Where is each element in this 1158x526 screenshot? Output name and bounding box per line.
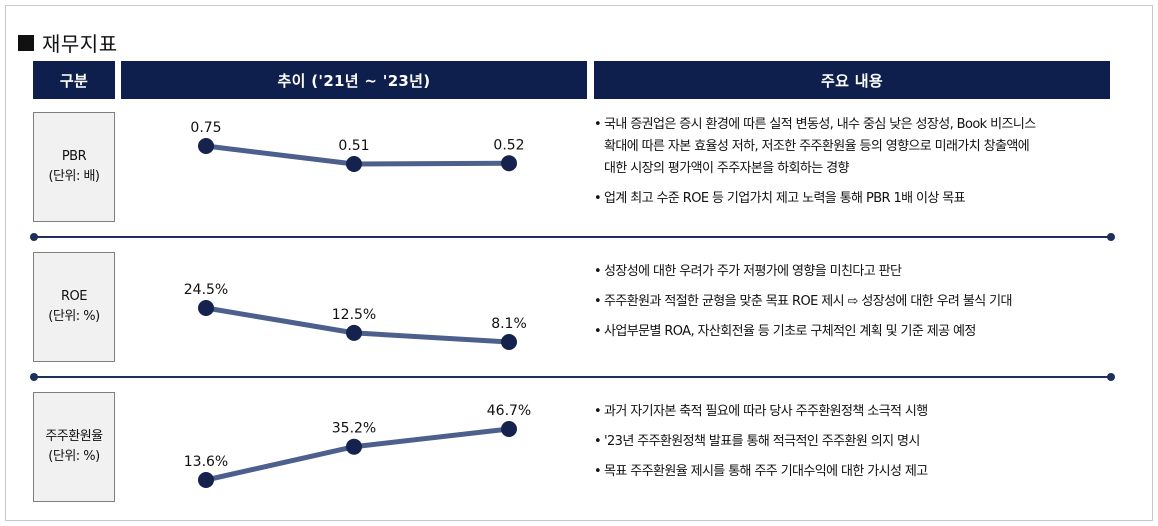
header-trend: 추이 ('21년 ~ '23년) <box>121 61 587 99</box>
row-divider <box>34 376 1112 378</box>
data-point <box>198 472 214 488</box>
data-label: 0.52 <box>493 137 524 153</box>
bullet-line: 사업부문별 ROA, 자산회전율 등 기초로 구체적인 계획 및 기준 제공 예… <box>604 324 976 339</box>
bullet-item: 과거 자기자본 축적 필요에 따라 당사 주주환원정책 소극적 시행 <box>594 401 1124 423</box>
bullet-item: 주주환원과 적절한 균형을 맞춘 목표 ROE 제시 ⇨ 성장성에 대한 우려 … <box>594 291 1124 313</box>
bullet-line: 목표 주주환원율 제시를 통해 주주 기대수익에 대한 가시성 제고 <box>604 464 928 479</box>
data-label: 0.51 <box>338 138 369 154</box>
row-label-main: ROE <box>61 289 87 304</box>
data-point <box>501 155 517 172</box>
section-title: 재무지표 <box>18 28 118 57</box>
bullet-list-shareholder-return: 과거 자기자본 축적 필요에 따라 당사 주주환원정책 소극적 시행 '23년 주… <box>594 401 1124 491</box>
data-point <box>198 138 214 154</box>
data-label: 12.5% <box>332 307 376 323</box>
bullet-item: 업계 최고 수준 ROE 등 기업가치 제고 노력을 통해 PBR 1배 이상 … <box>594 188 1124 210</box>
bullet-list-pbr: 국내 증권업은 증시 환경에 따른 실적 변동성, 내수 중심 낮은 성장성, … <box>594 114 1124 218</box>
divider-dot-right <box>1107 373 1115 381</box>
bullet-item: '23년 주주환원정책 발표를 통해 적극적인 주주환원 의지 명시 <box>594 431 1124 453</box>
row-label-shareholder-return: 주주환원율 (단위: %) <box>33 392 115 502</box>
data-point <box>346 324 362 341</box>
bullet-line: 주주환원과 적절한 균형을 맞춘 목표 ROE 제시 ⇨ 성장성에 대한 우려 … <box>604 294 1012 309</box>
bullet-item: 국내 증권업은 증시 환경에 따른 실적 변동성, 내수 중심 낮은 성장성, … <box>594 114 1124 180</box>
divider-dot-right <box>1107 233 1115 241</box>
divider-dot-left <box>30 233 38 241</box>
header-category: 구분 <box>33 61 115 99</box>
data-point <box>198 300 214 316</box>
page-frame <box>5 5 1153 521</box>
bullet-line: 국내 증권업은 증시 환경에 따른 실적 변동성, 내수 중심 낮은 성장성, … <box>604 117 1036 132</box>
section-title-text: 재무지표 <box>42 32 118 56</box>
row-label-main: 주주환원율 <box>45 429 103 444</box>
data-label: 13.6% <box>184 454 228 470</box>
header-main-content: 주요 내용 <box>594 61 1110 99</box>
row-label-unit: (단위: %) <box>48 309 100 324</box>
data-point <box>346 438 362 455</box>
row-label-pbr: PBR (단위: 배) <box>33 112 115 222</box>
data-point <box>501 334 517 350</box>
data-label: 46.7% <box>487 403 531 419</box>
row-label-unit: (단위: 배) <box>48 169 100 184</box>
bullet-list-roe: 성장성에 대한 우려가 주가 저평가에 영향을 미친다고 판단주주환원과 적절한… <box>594 261 1124 351</box>
row-label-unit: (단위: %) <box>48 449 100 464</box>
data-label: 35.2% <box>332 421 376 437</box>
bullet-line: 성장성에 대한 우려가 주가 저평가에 영향을 미친다고 판단 <box>604 264 902 279</box>
data-label: 0.75 <box>190 120 221 136</box>
bullet-item: 성장성에 대한 우려가 주가 저평가에 영향을 미친다고 판단 <box>594 261 1124 283</box>
data-point <box>501 421 517 437</box>
divider-dot-left <box>30 373 38 381</box>
row-divider <box>34 236 1112 238</box>
data-point <box>346 156 362 172</box>
bullet-item: 사업부문별 ROA, 자산회전율 등 기초로 구체적인 계획 및 기준 제공 예… <box>594 321 1124 343</box>
row-label-main: PBR <box>61 149 87 164</box>
bullet-line: 확대에 따른 자본 효율성 저하, 저조한 주주환원율 등의 영향으로 미래가치… <box>604 139 1030 154</box>
data-label: 24.5% <box>184 282 228 298</box>
data-label: 8.1% <box>491 316 527 332</box>
bullet-line: '23년 주주환원정책 발표를 통해 적극적인 주주환원 의지 명시 <box>604 434 920 449</box>
bullet-line: 과거 자기자본 축적 필요에 따라 당사 주주환원정책 소극적 시행 <box>604 404 928 419</box>
square-bullet-icon <box>18 34 34 51</box>
bullet-line: 업계 최고 수준 ROE 등 기업가치 제고 노력을 통해 PBR 1배 이상 … <box>604 191 966 206</box>
bullet-line: 대한 시장의 평가액이 주주자본을 하회하는 경향 <box>604 161 849 176</box>
bullet-item: 목표 주주환원율 제시를 통해 주주 기대수익에 대한 가시성 제고 <box>594 461 1124 483</box>
row-label-roe: ROE (단위: %) <box>33 252 115 362</box>
trend-charts: 0.75 0.51 0.52 24.5% 12.5% 8.1% 13.6% 35.2% 46.7… <box>184 120 531 488</box>
